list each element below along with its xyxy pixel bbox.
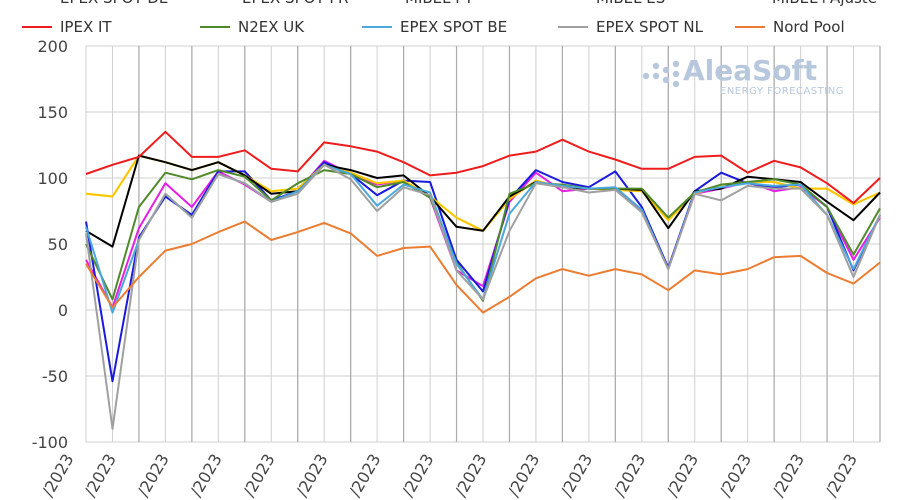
y-tick-label: 0 bbox=[58, 301, 68, 320]
x-tick-label: /2023 bbox=[38, 451, 78, 500]
x-tick-label: /2023 bbox=[292, 451, 332, 500]
logo-dot bbox=[672, 80, 680, 88]
legend-entry-label: EPEX SPOT NL bbox=[596, 18, 704, 36]
y-tick-label: 50 bbox=[48, 235, 68, 254]
y-tick-label: -50 bbox=[42, 367, 68, 386]
legend-entry-label: EPEX SPOT BE bbox=[400, 18, 507, 36]
x-axis-ticks: /2023/2023/2023/2023/2023/2023/2023/2023… bbox=[38, 451, 861, 500]
logo-dot bbox=[662, 66, 670, 74]
legend-entry-label: EPEX SPOT FR bbox=[242, 0, 348, 7]
logo-wordmark: AleaSoft bbox=[683, 54, 817, 87]
legend-entry-label: IPEX IT bbox=[60, 18, 112, 36]
logo-dot bbox=[642, 72, 650, 80]
y-tick-label: 100 bbox=[37, 169, 68, 188]
x-tick-label: /2023 bbox=[80, 451, 120, 500]
x-tick-label: /2023 bbox=[398, 451, 438, 500]
legend-entry-label: MIBEL+Ajuste bbox=[772, 0, 877, 7]
x-tick-label: /2023 bbox=[610, 451, 650, 500]
x-tick-label: /2023 bbox=[133, 451, 173, 500]
series-line-nord-pool bbox=[85, 220, 881, 314]
logo-tagline: ENERGY FORECASTING bbox=[720, 86, 844, 97]
logo-dot bbox=[672, 60, 680, 68]
grid bbox=[85, 45, 881, 443]
y-axis-ticks: -100 -50 0 50 100 150 200 bbox=[32, 37, 68, 452]
legend-entry-label: EPEX SPOT DE bbox=[60, 0, 168, 7]
logo-dot bbox=[652, 62, 660, 70]
logo-dot bbox=[672, 70, 680, 78]
x-tick-label: /2023 bbox=[821, 451, 861, 500]
logo-dot bbox=[662, 76, 670, 84]
x-tick-label: /2023 bbox=[557, 451, 597, 500]
legend-entry-label: MIBEL ES bbox=[596, 0, 665, 7]
series-line-n2ex-uk bbox=[85, 169, 881, 302]
x-tick-label: /2023 bbox=[345, 451, 385, 500]
y-tick-label: -100 bbox=[32, 433, 68, 452]
legend-entry-label: Nord Pool bbox=[773, 18, 845, 36]
series-line-ipex-it bbox=[85, 130, 881, 205]
x-tick-label: /2023 bbox=[186, 451, 226, 500]
legend-entry-label: N2EX UK bbox=[238, 18, 305, 36]
logo-dot bbox=[652, 72, 660, 80]
series-lines bbox=[85, 130, 881, 430]
y-tick-label: 200 bbox=[37, 37, 68, 56]
x-tick-label: /2023 bbox=[239, 451, 279, 500]
series-line-5 bbox=[85, 154, 881, 248]
x-tick-label: /2023 bbox=[769, 451, 809, 500]
x-tick-label: /2023 bbox=[663, 451, 703, 500]
x-tick-label: /2023 bbox=[716, 451, 756, 500]
y-tick-label: 150 bbox=[37, 103, 68, 122]
x-tick-label: /2023 bbox=[504, 451, 544, 500]
x-tick-label: /2023 bbox=[451, 451, 491, 500]
legend: EPEX SPOT DE EPEX SPOT FR MIBEL PT MIBEL ES… bbox=[22, 0, 877, 36]
legend-entry-label: MIBEL PT bbox=[405, 0, 474, 7]
series-line-epex-spot-nl bbox=[85, 163, 881, 430]
